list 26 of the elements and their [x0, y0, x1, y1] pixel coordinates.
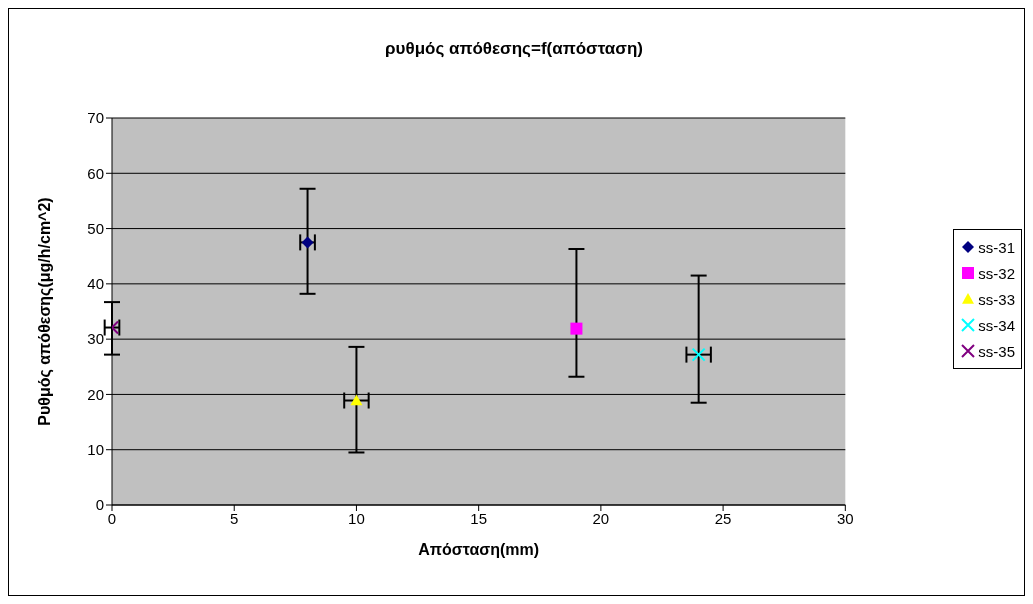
- x-tick-label: 30: [836, 509, 854, 527]
- y-tick-label: 40: [87, 275, 104, 293]
- y-tick-label: 50: [87, 219, 104, 237]
- y-tick-label: 20: [87, 385, 104, 403]
- y-tick-label: 30: [87, 330, 104, 348]
- x-tick-label: 10: [348, 509, 365, 527]
- point: [570, 322, 583, 335]
- y-tick-label: 10: [87, 441, 104, 459]
- point: [691, 347, 706, 362]
- y-tick-label: 60: [87, 164, 104, 182]
- legend-label: ss-33: [978, 290, 1015, 308]
- y-axis-title: Ρυθμός απόθεσης(μg/h/cm^2): [35, 197, 54, 426]
- x-tick-label: 20: [592, 509, 610, 527]
- y-tick-label: 0: [95, 496, 104, 514]
- legend-label: ss-34: [978, 316, 1015, 334]
- point: [350, 394, 363, 406]
- legend-label: ss-35: [978, 342, 1015, 360]
- legend-label: ss-31: [978, 238, 1015, 256]
- y-tick-label: 70: [87, 109, 104, 127]
- chart-title: ρυθμός απόθεσης=f(απόσταση): [384, 39, 644, 59]
- x-tick-label: 25: [714, 509, 732, 527]
- x-axis-title: Απόσταση(mm): [418, 541, 540, 558]
- x-tick-label: 5: [230, 509, 239, 527]
- x-tick-label: 15: [470, 509, 487, 527]
- x-tick-label: 0: [107, 509, 117, 527]
- legend-label: ss-32: [978, 264, 1015, 282]
